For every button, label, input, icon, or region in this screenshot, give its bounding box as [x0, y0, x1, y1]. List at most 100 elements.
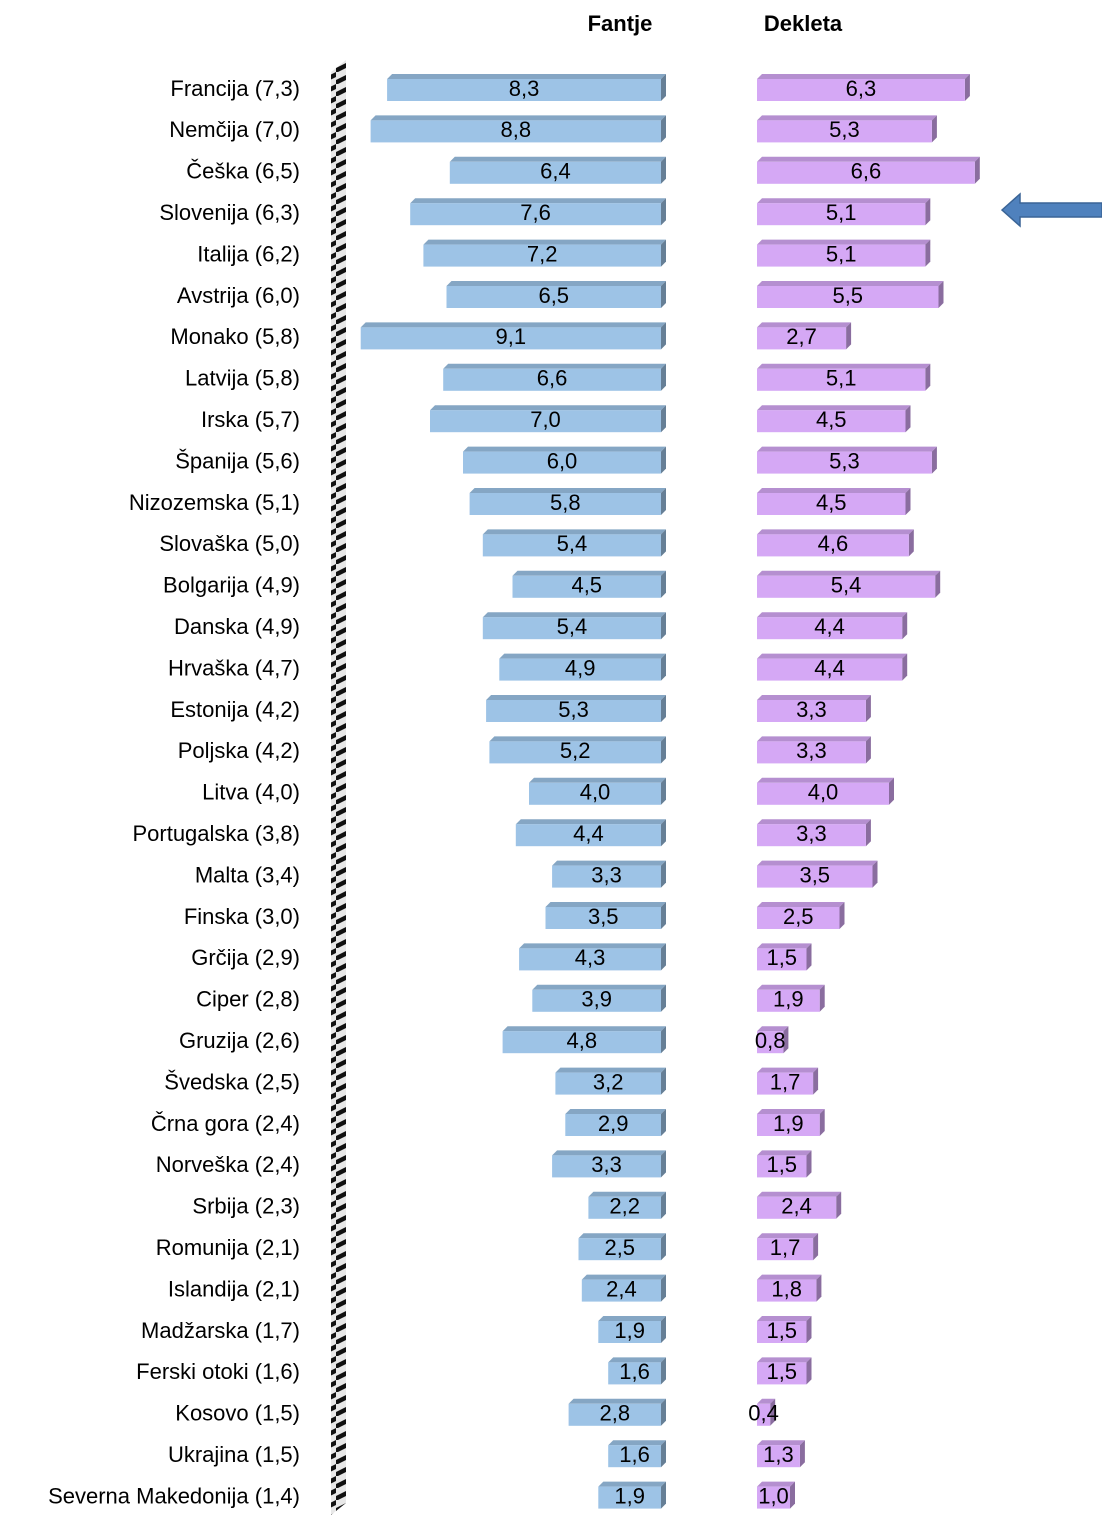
bar-top	[519, 943, 666, 949]
category-label: Ukrajina (1,5)	[168, 1442, 300, 1467]
bar	[449, 161, 661, 184]
bar-top	[757, 653, 908, 659]
bar	[757, 1486, 790, 1509]
bar-side	[839, 902, 845, 929]
bar	[757, 161, 975, 184]
value-label: 1,9	[773, 1111, 804, 1136]
bar-side	[935, 570, 941, 598]
bar	[463, 451, 661, 474]
bar-top	[757, 612, 908, 618]
bar	[469, 493, 661, 515]
bar-top	[757, 1233, 819, 1239]
category-label: Črna gora (2,4)	[151, 1111, 300, 1136]
bar	[757, 1196, 837, 1219]
bar-side	[661, 156, 666, 184]
value-label: 5,5	[832, 283, 863, 308]
value-label: 4,5	[816, 490, 847, 515]
value-label: 1,7	[770, 1069, 801, 1094]
bar-top	[529, 777, 666, 783]
value-label: 4,4	[573, 821, 604, 846]
bar-top	[608, 1357, 666, 1363]
bar	[552, 1155, 661, 1178]
bar-top	[757, 570, 941, 576]
bar-side	[661, 1440, 666, 1468]
bar	[519, 948, 661, 971]
bar-top	[757, 488, 911, 493]
bar-side	[819, 984, 825, 1012]
category-label: Danska (4,9)	[174, 614, 300, 639]
bar	[529, 782, 661, 805]
bar-side	[806, 1316, 812, 1343]
bar	[608, 1362, 661, 1385]
bar-side	[925, 363, 931, 391]
bar-top	[370, 115, 666, 121]
value-label: 1,6	[619, 1359, 650, 1384]
bar-top	[598, 1316, 666, 1321]
category-label: Irska (5,7)	[201, 407, 300, 432]
category-label: Gruzija (2,6)	[179, 1028, 300, 1053]
bar-top	[757, 1398, 776, 1404]
category-label: Češka (6,5)	[186, 159, 300, 184]
bar-side	[905, 488, 911, 515]
bar-side	[661, 1398, 666, 1426]
category-label: Finska (3,0)	[184, 904, 300, 929]
bar-side	[661, 1233, 666, 1261]
value-label: 4,5	[816, 407, 847, 432]
bar	[423, 244, 661, 267]
category-label: Španija (5,6)	[175, 448, 300, 473]
bar	[443, 368, 661, 391]
bar	[489, 741, 661, 764]
category-label: Madžarska (1,7)	[141, 1318, 300, 1343]
bar-top	[757, 529, 914, 535]
value-label: 6,6	[851, 159, 882, 184]
value-label: 3,2	[593, 1069, 624, 1094]
bar	[598, 1486, 661, 1509]
bar	[757, 617, 903, 640]
bar-top	[515, 819, 666, 825]
bar-top	[423, 239, 666, 245]
bar	[757, 451, 932, 474]
value-label: 1,6	[619, 1442, 650, 1467]
value-label: 4,4	[814, 655, 845, 680]
value-label: 5,2	[560, 738, 591, 763]
bar	[578, 1238, 661, 1261]
bar-top	[757, 1274, 822, 1280]
value-label: 4,0	[808, 780, 839, 805]
value-label: 5,4	[557, 531, 588, 556]
bar	[757, 493, 906, 515]
bar-side	[661, 1274, 666, 1302]
bar-top	[757, 1316, 812, 1321]
value-label: 4,8	[567, 1028, 598, 1053]
value-label: 1,3	[763, 1442, 794, 1467]
bar-top	[512, 570, 666, 576]
bar	[757, 203, 926, 226]
category-label: Romunija (2,1)	[156, 1235, 300, 1260]
bar-top	[757, 1481, 795, 1487]
bar-side	[783, 1026, 789, 1054]
bar	[757, 865, 873, 888]
bar-side	[661, 1067, 666, 1095]
bar-top	[552, 860, 666, 866]
bar-side	[964, 74, 970, 101]
value-label: 3,3	[591, 1152, 622, 1177]
category-label: Grčija (2,9)	[191, 945, 300, 970]
bar	[486, 700, 661, 722]
bar-top	[757, 74, 970, 79]
value-label: 2,5	[604, 1235, 635, 1260]
value-label: 0,8	[755, 1028, 786, 1053]
category-label: Portugalska (3,8)	[132, 821, 300, 846]
value-label: 5,3	[829, 448, 860, 473]
bar-top	[757, 1026, 789, 1032]
bar-top	[578, 1233, 666, 1239]
value-label: 2,4	[781, 1194, 812, 1219]
value-label: 5,1	[826, 241, 857, 266]
bar-top	[489, 736, 666, 742]
value-label: 5,1	[826, 366, 857, 391]
bar	[757, 658, 903, 681]
bar	[515, 824, 661, 847]
bar-side	[836, 1191, 842, 1219]
bar	[757, 244, 926, 267]
bar-top	[757, 1067, 819, 1073]
bar-side	[661, 488, 666, 515]
